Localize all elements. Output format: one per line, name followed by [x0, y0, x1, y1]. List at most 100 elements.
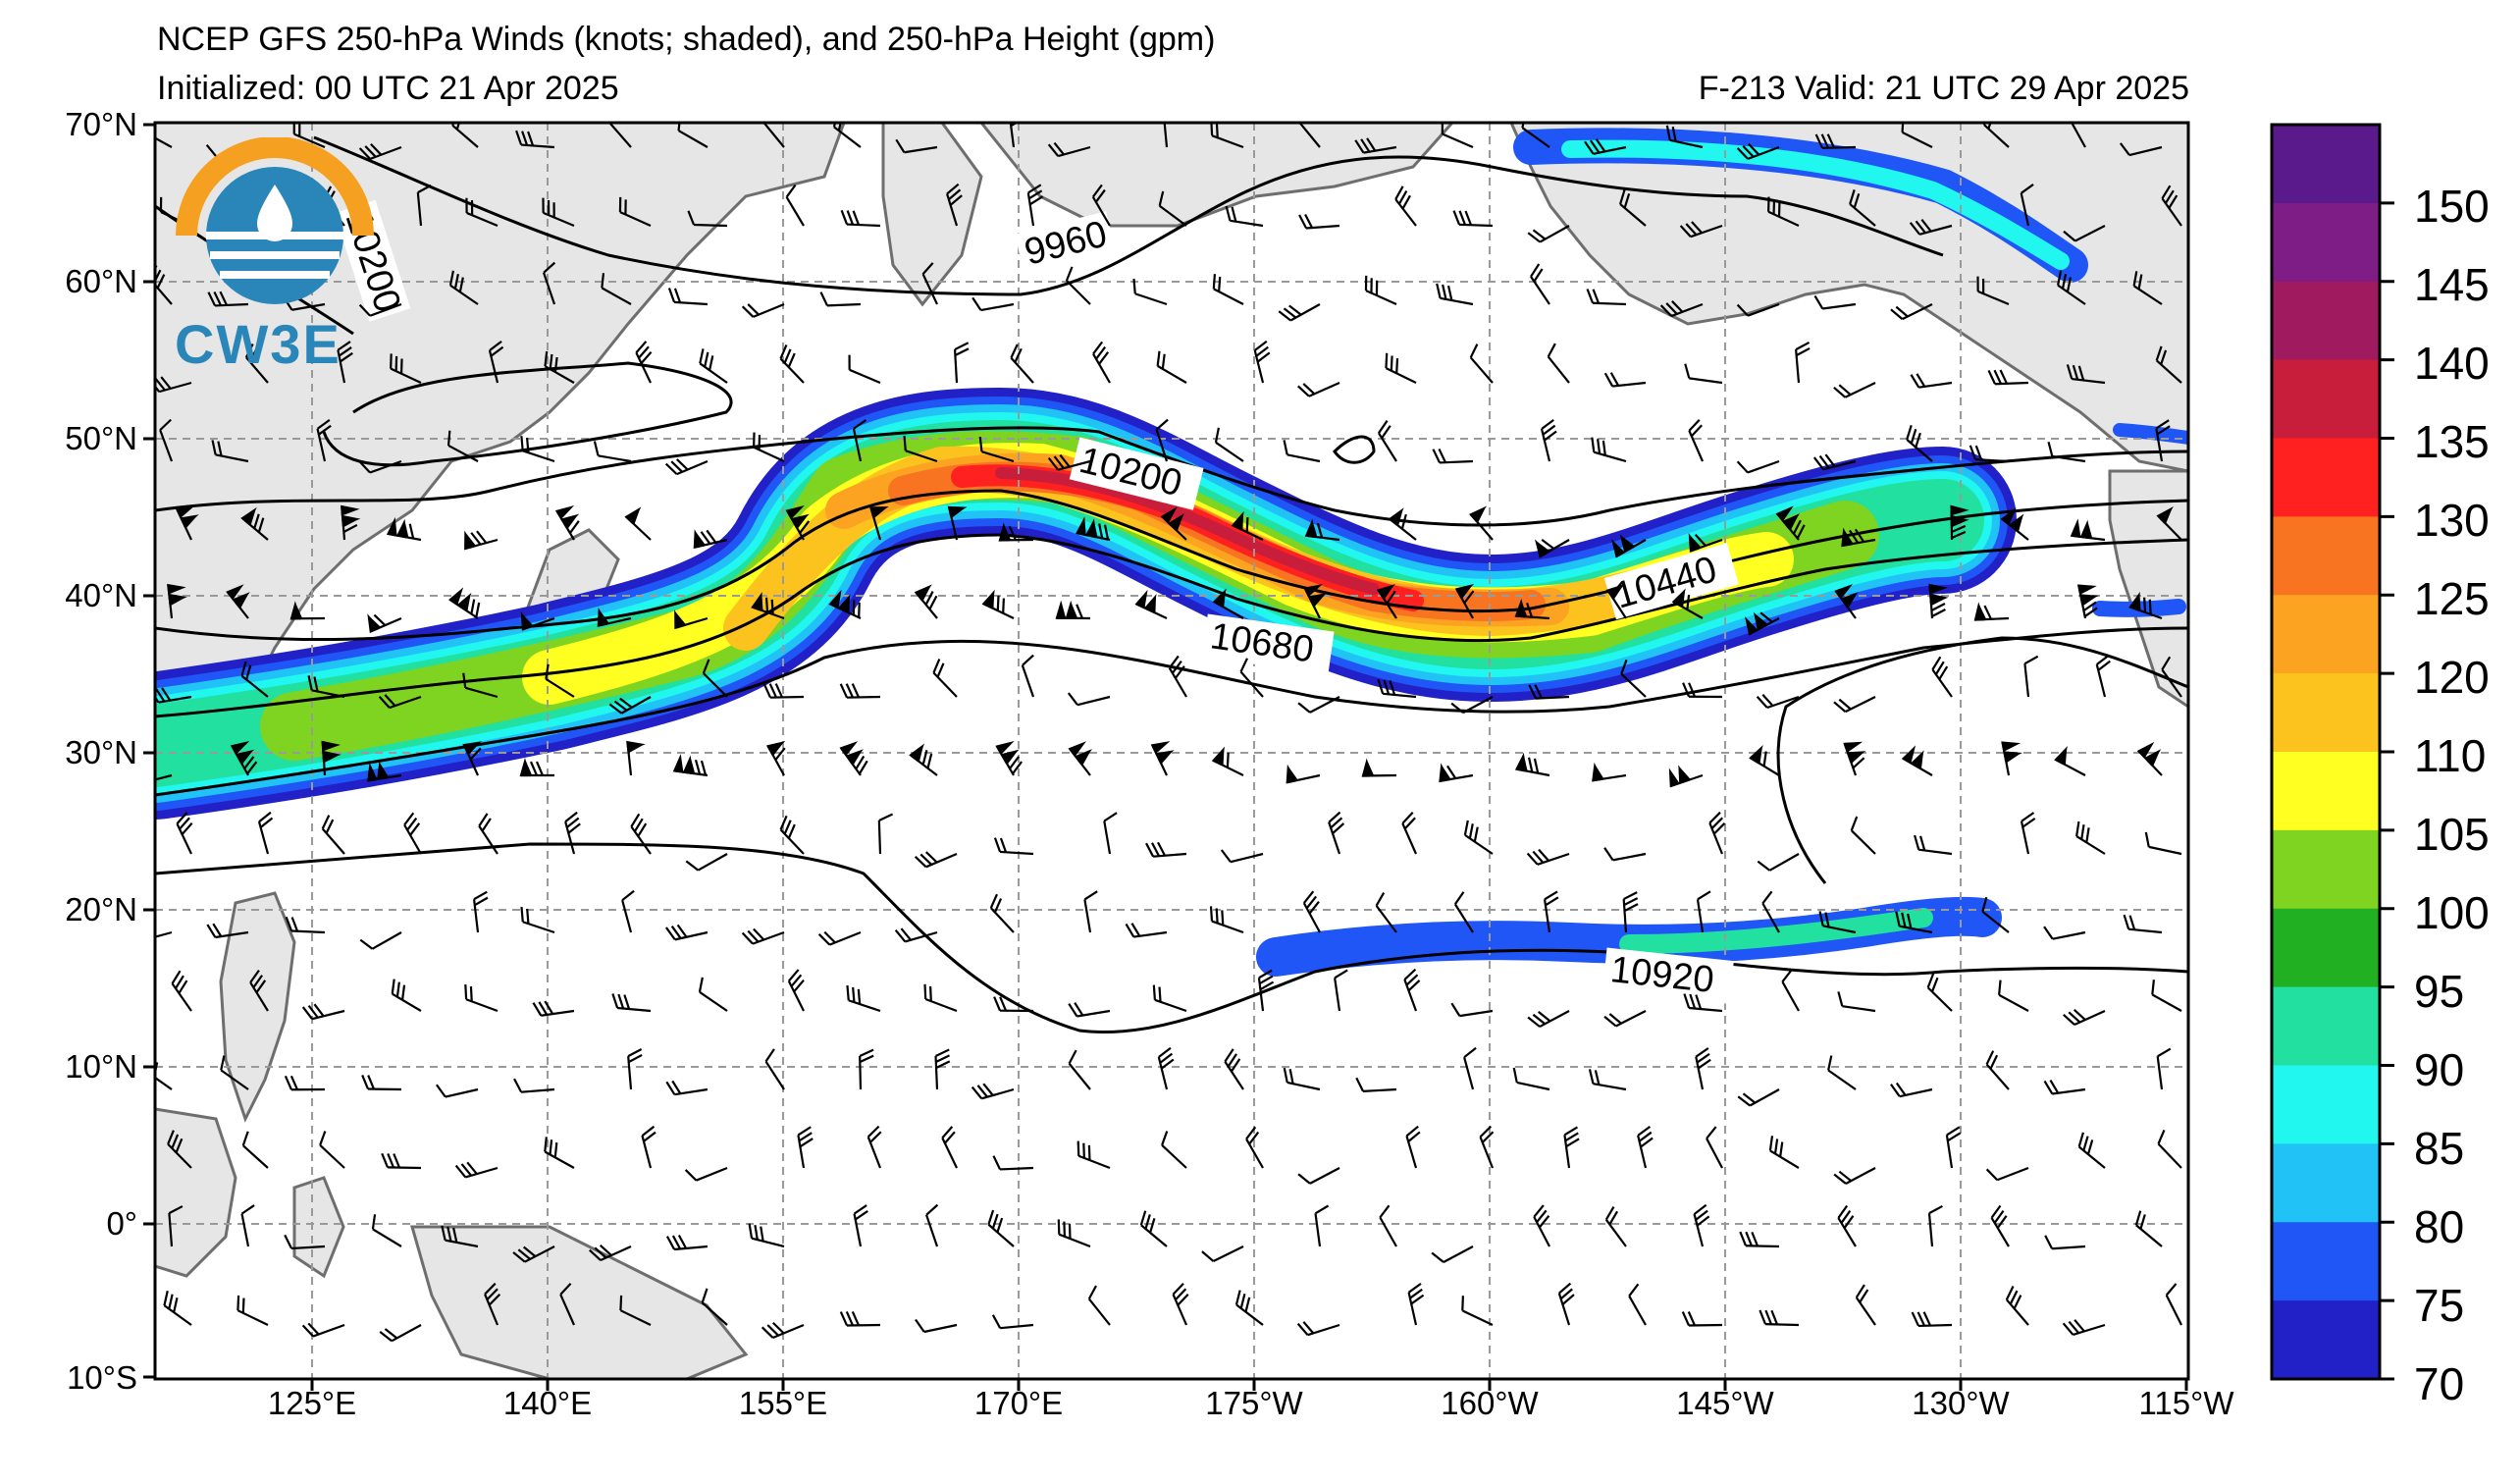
wind-barb [155, 376, 192, 394]
wind-barb [1220, 849, 1264, 864]
wind-barb [621, 889, 635, 933]
wind-barb [817, 930, 862, 946]
wind-barb [1605, 584, 1627, 619]
wind-barb [1302, 890, 1321, 933]
wind-barb [1304, 518, 1340, 542]
wind-barb [992, 1155, 1034, 1171]
wind-barb [998, 522, 1034, 542]
wind-barb [748, 1223, 785, 1248]
wind-barb [1297, 1167, 1340, 1185]
wind-barb [321, 815, 345, 855]
wind-barb [447, 587, 481, 619]
wind-barb [859, 1048, 874, 1090]
wind-barb [1225, 205, 1264, 228]
wind-barb [1091, 184, 1111, 227]
wind-barb [991, 1314, 1034, 1330]
wind-barb [1736, 302, 1780, 317]
wind-barb [416, 184, 432, 227]
wind-barb [787, 969, 805, 1012]
valid-time: F-213 Valid: 21 UTC 29 Apr 2025 [1698, 70, 2189, 107]
wind-barb [1172, 1282, 1189, 1326]
wind-barb [1132, 278, 1168, 306]
wind-barb [1914, 834, 1953, 856]
wind-barb [1431, 1245, 1474, 1263]
wind-barb [684, 1166, 728, 1182]
wind-barb [1927, 1204, 1943, 1247]
colorbar-label: 85 [2414, 1123, 2465, 1174]
wind-barb [925, 1203, 939, 1247]
wind-barb [1693, 1203, 1710, 1247]
wind-barb [446, 430, 479, 462]
wind-barb [1328, 811, 1345, 855]
wind-barb [301, 1003, 345, 1021]
wind-barb [358, 302, 402, 317]
wind-barb [542, 197, 575, 228]
colorbar-label: 80 [2414, 1201, 2465, 1252]
wind-barb [1334, 969, 1348, 1012]
wind-barb [1354, 137, 1397, 154]
wind-barb [1695, 1047, 1711, 1090]
wind-barb [2063, 225, 2106, 242]
wind-barb [1253, 340, 1271, 384]
wind-barb [358, 142, 402, 160]
wind-barb [853, 1204, 868, 1247]
wind-barb [520, 436, 555, 463]
wind-barb [244, 344, 269, 384]
wind-barb [1008, 123, 1024, 148]
wind-barb [848, 354, 881, 385]
wind-barb [1401, 811, 1418, 855]
wind-barb [1407, 1283, 1425, 1326]
wind-barb [1150, 741, 1175, 776]
wind-barb [564, 811, 581, 855]
lat-label: 10°S [67, 1359, 137, 1396]
wind-barb [358, 459, 402, 474]
wind-barb [1377, 679, 1417, 699]
wind-barb [1065, 266, 1091, 305]
wind-barb [1668, 765, 1704, 788]
wind-barb [1377, 420, 1397, 462]
wind-barb [1239, 658, 1264, 698]
wind-barb [1026, 184, 1044, 227]
colorbar-swatch [2272, 281, 2380, 361]
wind-barb [230, 741, 258, 776]
wind-barb [618, 196, 652, 228]
wind-barb [923, 983, 958, 1013]
wind-barb [624, 506, 652, 541]
wind-barb [1047, 141, 1091, 158]
wind-barb [1795, 341, 1811, 384]
colorbar-swatch [2272, 1300, 2380, 1380]
wind-barb [1010, 344, 1034, 384]
wind-barb [544, 1137, 575, 1169]
wind-barb [367, 761, 402, 782]
wind-barb [484, 1282, 501, 1326]
wind-barb [1057, 1219, 1091, 1248]
lon-label: 125°E [267, 1385, 357, 1421]
wind-barb [2063, 1009, 2106, 1027]
wind-barb [2056, 270, 2086, 305]
wind-barb [987, 1209, 1015, 1247]
wind-barb [1512, 1067, 1550, 1091]
wind-barb [1950, 504, 1969, 541]
wind-barb [1756, 694, 1800, 710]
wind-barb [379, 1324, 422, 1343]
wind-barb [664, 458, 709, 476]
wind-barb [163, 1291, 192, 1326]
wind-barb [635, 341, 653, 384]
colorbar-swatch [2272, 673, 2380, 753]
wind-barb [1454, 584, 1475, 619]
wind-barb [894, 927, 938, 943]
colorbar-label: 95 [2414, 966, 2465, 1017]
wind-barb [946, 183, 963, 227]
wind-barb [762, 683, 805, 699]
wind-barb [284, 1075, 326, 1091]
lat-label: 20°N [65, 891, 137, 927]
wind-barb [391, 979, 422, 1012]
wind-barb [611, 993, 652, 1013]
wind-barb [741, 927, 785, 945]
colorbar-label: 100 [2414, 887, 2490, 938]
wind-barb [168, 1205, 184, 1247]
wind-barb [785, 184, 805, 227]
wind-barb [665, 924, 709, 941]
wind-barb [1584, 138, 1627, 155]
wind-barb [448, 270, 479, 305]
